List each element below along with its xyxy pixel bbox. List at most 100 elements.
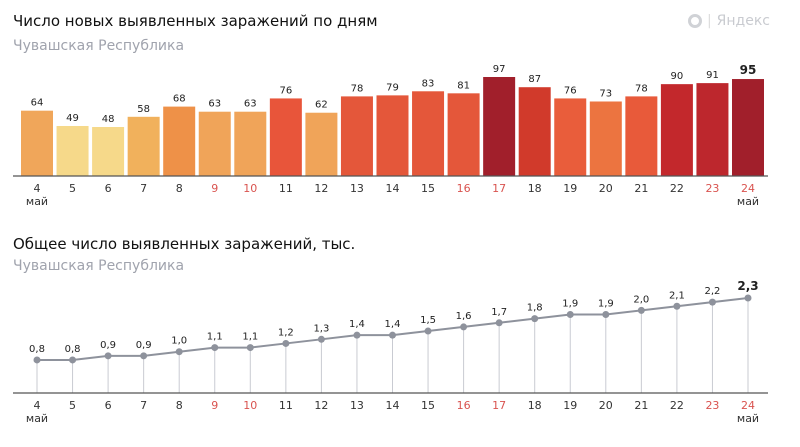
- bar-chart-tick-label: 5: [69, 182, 76, 195]
- bar-data-label: 48: [102, 114, 115, 125]
- data-point: [566, 311, 574, 319]
- data-point: [673, 302, 681, 310]
- data-point: [744, 294, 752, 302]
- chart2-title: Общее число выявленных заражений, тыс.: [13, 235, 356, 253]
- point-data-label: 1,1: [242, 332, 258, 343]
- bar: [412, 91, 445, 176]
- chart1-subtitle: Чувашская Республика: [13, 38, 185, 54]
- point-data-label: 2,1: [669, 290, 685, 301]
- bar-data-label: 62: [315, 100, 328, 111]
- bar-data-label: 87: [528, 74, 541, 85]
- point-data-label: 1,9: [562, 299, 578, 310]
- bar: [447, 93, 480, 176]
- line-chart-tick-label: 23: [705, 399, 719, 412]
- bar-chart-tick-label: 23: [705, 182, 719, 195]
- bar-chart-tick-label: 15: [421, 182, 435, 195]
- bar-chart-tick-label: 9: [211, 182, 218, 195]
- data-point: [389, 331, 396, 339]
- bar: [518, 87, 551, 176]
- bar-chart-tick-label: 12: [314, 182, 328, 195]
- data-point: [708, 298, 716, 306]
- line-chart-tick-label: 24: [741, 399, 755, 412]
- bar: [340, 96, 373, 176]
- point-data-label: 1,7: [491, 307, 507, 318]
- bar-data-label: 64: [31, 98, 44, 109]
- bar: [589, 101, 622, 176]
- bar-chart-tick-label: 20: [599, 182, 613, 195]
- line-chart-tick-label: 19: [563, 399, 577, 412]
- bar: [376, 95, 409, 176]
- bar: [198, 111, 231, 176]
- line-chart-tick-label: 9: [211, 399, 218, 412]
- logo-text: Яндекс: [716, 13, 770, 29]
- line-chart-tick-label: 21: [634, 399, 648, 412]
- bar-chart-tick-label: 14: [386, 182, 400, 195]
- bar-data-label: 58: [137, 104, 150, 115]
- line-chart-tick-label: 6: [105, 399, 112, 412]
- point-data-label: 1,1: [207, 332, 223, 343]
- line-chart-tick-label: 16: [457, 399, 471, 412]
- data-point: [211, 344, 219, 352]
- bar-data-label: 81: [457, 80, 470, 91]
- bar-data-label: 78: [351, 83, 364, 94]
- line-chart-tick-label: 12: [314, 399, 328, 412]
- bar-chart-month-label-start: май: [26, 195, 48, 208]
- data-point: [353, 331, 361, 339]
- bar-chart-month-label-end: май: [737, 195, 759, 208]
- bar: [269, 98, 302, 176]
- yandex-logo: | Яндекс: [687, 13, 770, 29]
- bar-data-label: 49: [66, 113, 79, 124]
- bar-chart-tick-label: 16: [457, 182, 471, 195]
- chart1-title: Число новых выявленных заражений по дням: [13, 12, 378, 30]
- data-point: [637, 306, 645, 314]
- line-chart-month-label-end: май: [737, 412, 759, 425]
- data-point: [317, 335, 325, 343]
- point-data-label: 0,9: [136, 340, 152, 351]
- line-chart-tick-label: 4: [34, 399, 41, 412]
- data-point: [531, 315, 539, 323]
- point-data-label: 0,8: [65, 344, 81, 355]
- bar-chart-tick-label: 22: [670, 182, 684, 195]
- bar: [234, 111, 267, 176]
- bar-data-label: 90: [671, 71, 684, 82]
- line-chart-tick-label: 15: [421, 399, 435, 412]
- chart2-subtitle: Чувашская Республика: [13, 258, 185, 274]
- point-data-label: 1,8: [527, 303, 543, 314]
- bar-chart-tick-label: 21: [634, 182, 648, 195]
- point-data-label: 0,8: [29, 344, 45, 355]
- bar-chart-tick-label: 4: [34, 182, 41, 195]
- line-chart-tick-label: 7: [140, 399, 147, 412]
- bar-chart-tick-label: 7: [140, 182, 147, 195]
- data-point: [460, 323, 468, 331]
- bar-chart-tick-label: 8: [176, 182, 183, 195]
- point-data-label: 1,3: [313, 323, 329, 334]
- data-point: [175, 348, 183, 356]
- bar: [56, 125, 89, 176]
- data-point: [140, 352, 148, 360]
- data-point: [246, 344, 254, 352]
- line-chart-month-label-start: май: [26, 412, 48, 425]
- bar: [625, 96, 658, 176]
- point-data-label: 1,4: [349, 319, 365, 330]
- point-data-label: 1,2: [278, 327, 294, 338]
- bar: [732, 79, 764, 176]
- bar-chart-tick-label: 11: [279, 182, 293, 195]
- bar-data-label: 97: [493, 64, 506, 75]
- bar: [92, 127, 125, 176]
- data-point: [424, 327, 432, 335]
- bar-data-label: 79: [386, 82, 399, 93]
- bar: [554, 98, 587, 176]
- bar-data-label: 95: [740, 63, 757, 77]
- bar: [127, 116, 160, 176]
- line-chart-tick-label: 18: [528, 399, 542, 412]
- bar: [163, 106, 196, 176]
- bar: [696, 83, 729, 176]
- point-data-label: 1,0: [171, 336, 187, 347]
- bar-data-label: 91: [706, 70, 719, 81]
- bar-data-label: 78: [635, 83, 648, 94]
- bar-data-label: 68: [173, 94, 186, 105]
- bar-chart-tick-label: 18: [528, 182, 542, 195]
- bar-data-label: 63: [244, 99, 257, 110]
